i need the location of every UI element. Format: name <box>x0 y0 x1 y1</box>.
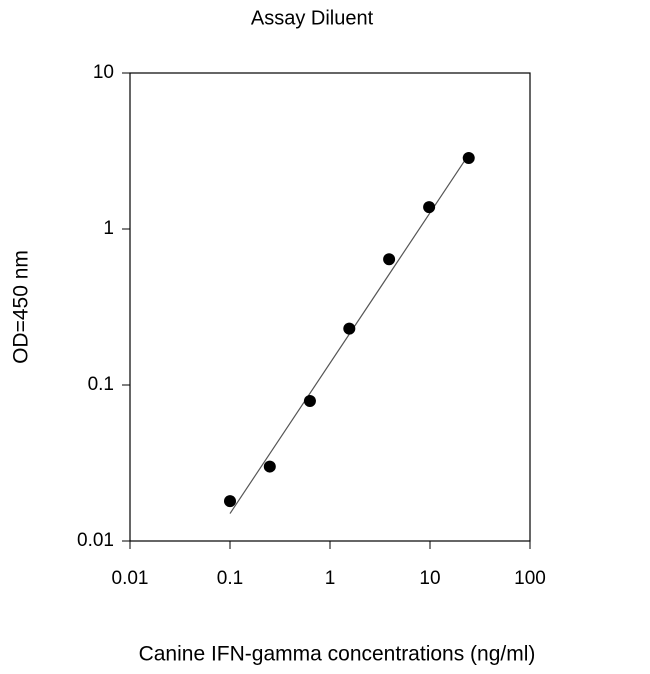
data-point <box>263 460 276 473</box>
data-point <box>462 152 475 165</box>
data-point <box>303 394 316 407</box>
y-axis-label: OD=450 nm <box>10 250 33 364</box>
data-point <box>423 201 436 214</box>
data-point <box>343 322 356 335</box>
x-axis-label: Canine IFN-gamma concentrations (ng/ml) <box>139 643 536 666</box>
y-tick-label: 0.1 <box>88 374 114 395</box>
y-tick-label: 1 <box>103 218 114 239</box>
x-tick-label: 0.01 <box>112 568 149 589</box>
x-tick-label: 0.1 <box>217 568 243 589</box>
y-tick-label: 0.01 <box>77 530 114 551</box>
chart-title: Assay Diluent <box>251 7 374 29</box>
y-tick-label: 10 <box>93 62 114 83</box>
x-tick-label: 10 <box>419 568 440 589</box>
data-point <box>224 495 236 508</box>
data-point <box>383 253 396 266</box>
plot-frame <box>129 72 531 542</box>
x-tick-label: 1 <box>325 568 336 589</box>
x-tick-label: 100 <box>514 568 546 589</box>
